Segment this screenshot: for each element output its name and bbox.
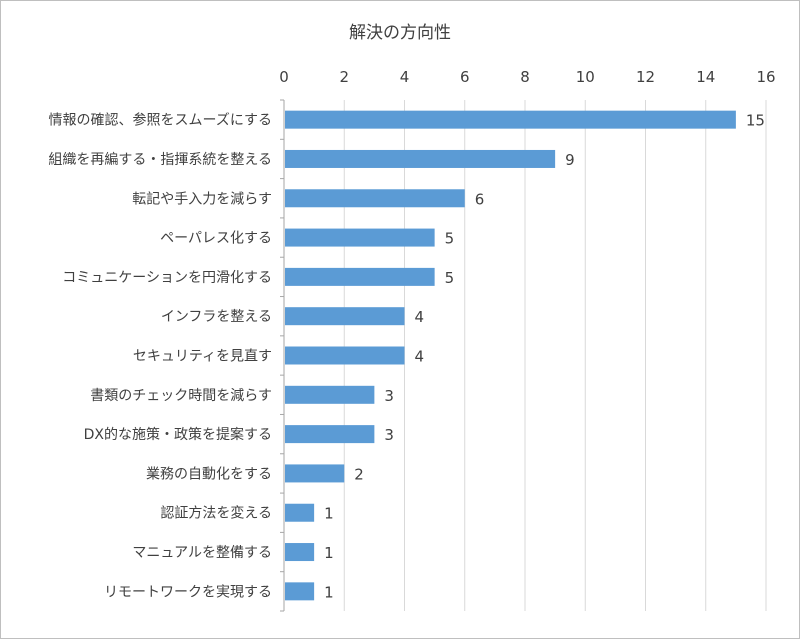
bar [285, 503, 315, 522]
tick-label: 16 [756, 68, 775, 86]
category-label: ペーパレス化する [160, 231, 272, 247]
data-labels: 15 9 6 5 5 4 4 3 3 2 1 1 1 [324, 112, 765, 602]
category-label: セキュリティを見直す [133, 348, 272, 365]
tick-label: 2 [339, 68, 349, 86]
tick-label: 12 [636, 68, 655, 86]
chart-title: 解決の方向性 [349, 23, 451, 43]
data-label: 15 [746, 112, 765, 130]
value-axis-ticks: 0 2 4 6 8 10 12 14 16 [279, 68, 775, 86]
bar [285, 267, 435, 286]
bar [285, 543, 315, 562]
category-label: コミュニケーションを円滑化する [62, 269, 272, 286]
category-label: 書類のチェック時間を減らす [90, 387, 272, 404]
tick-label: 6 [460, 68, 470, 86]
tick-label: 0 [279, 68, 289, 86]
data-label: 9 [565, 151, 575, 169]
data-label: 6 [475, 190, 485, 208]
category-label: 組織を再編する・指揮系統を整える [48, 152, 272, 168]
data-label: 5 [445, 230, 455, 248]
data-label: 3 [384, 387, 394, 405]
category-label: 情報の確認、参照をスムーズにする [49, 112, 272, 129]
data-label: 4 [415, 308, 425, 326]
bar [285, 228, 435, 247]
tick-label: 8 [520, 68, 530, 86]
category-label: 業務の自動化をする [146, 466, 272, 482]
category-label: マニュアルを整備する [132, 545, 272, 561]
data-label: 1 [324, 505, 334, 523]
bar [285, 149, 556, 168]
gridlines [343, 100, 767, 611]
data-label: 1 [324, 583, 334, 601]
bar [285, 582, 315, 601]
bar [285, 425, 375, 444]
bar [285, 110, 736, 129]
category-label: 転記や手入力を減らす [132, 190, 272, 207]
tick-label: 4 [400, 68, 410, 86]
data-label: 2 [354, 465, 364, 483]
category-label: インフラを整える [161, 309, 272, 325]
bar [285, 189, 465, 208]
data-label: 4 [415, 348, 425, 366]
category-label: DX的な施策・政策を提案する [84, 426, 272, 443]
bars [285, 110, 736, 601]
data-label: 1 [324, 544, 334, 562]
category-labels: 情報の確認、参照をスムーズにする組織を再編する・指揮系統を整える転記や手入力を減… [48, 112, 272, 601]
category-axis [280, 99, 285, 612]
data-label: 5 [445, 269, 455, 287]
bar [285, 346, 405, 365]
bar [285, 385, 375, 404]
data-label: 3 [384, 426, 394, 444]
bar [285, 464, 345, 483]
tick-label: 10 [576, 68, 595, 86]
category-label: リモートワークを実現する [104, 584, 272, 600]
category-label: 認証方法を変える [160, 505, 272, 522]
tick-label: 14 [696, 68, 715, 86]
bar [285, 307, 405, 326]
